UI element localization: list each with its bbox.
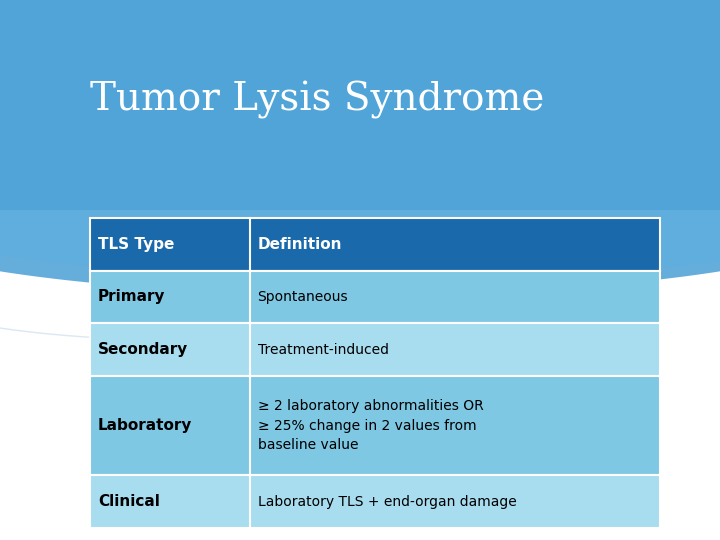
FancyBboxPatch shape (0, 0, 720, 260)
Text: Tumor Lysis Syndrome: Tumor Lysis Syndrome (90, 81, 544, 119)
Text: ≥ 2 laboratory abnormalities OR
≥ 25% change in 2 values from
baseline value: ≥ 2 laboratory abnormalities OR ≥ 25% ch… (258, 399, 483, 452)
Text: Treatment-induced: Treatment-induced (258, 342, 389, 356)
Text: Definition: Definition (258, 237, 342, 252)
FancyBboxPatch shape (90, 218, 660, 271)
Polygon shape (0, 0, 720, 280)
FancyBboxPatch shape (90, 475, 660, 528)
Text: Primary: Primary (98, 289, 166, 305)
FancyBboxPatch shape (90, 323, 660, 376)
FancyBboxPatch shape (90, 271, 660, 323)
Text: Secondary: Secondary (98, 342, 188, 357)
Text: Laboratory: Laboratory (98, 418, 192, 433)
Text: TLS Type: TLS Type (98, 237, 174, 252)
FancyBboxPatch shape (0, 210, 720, 540)
FancyBboxPatch shape (90, 376, 660, 475)
Text: Spontaneous: Spontaneous (258, 290, 348, 304)
Text: Clinical: Clinical (98, 494, 160, 509)
Text: Laboratory TLS + end-organ damage: Laboratory TLS + end-organ damage (258, 495, 516, 509)
Polygon shape (0, 0, 720, 295)
